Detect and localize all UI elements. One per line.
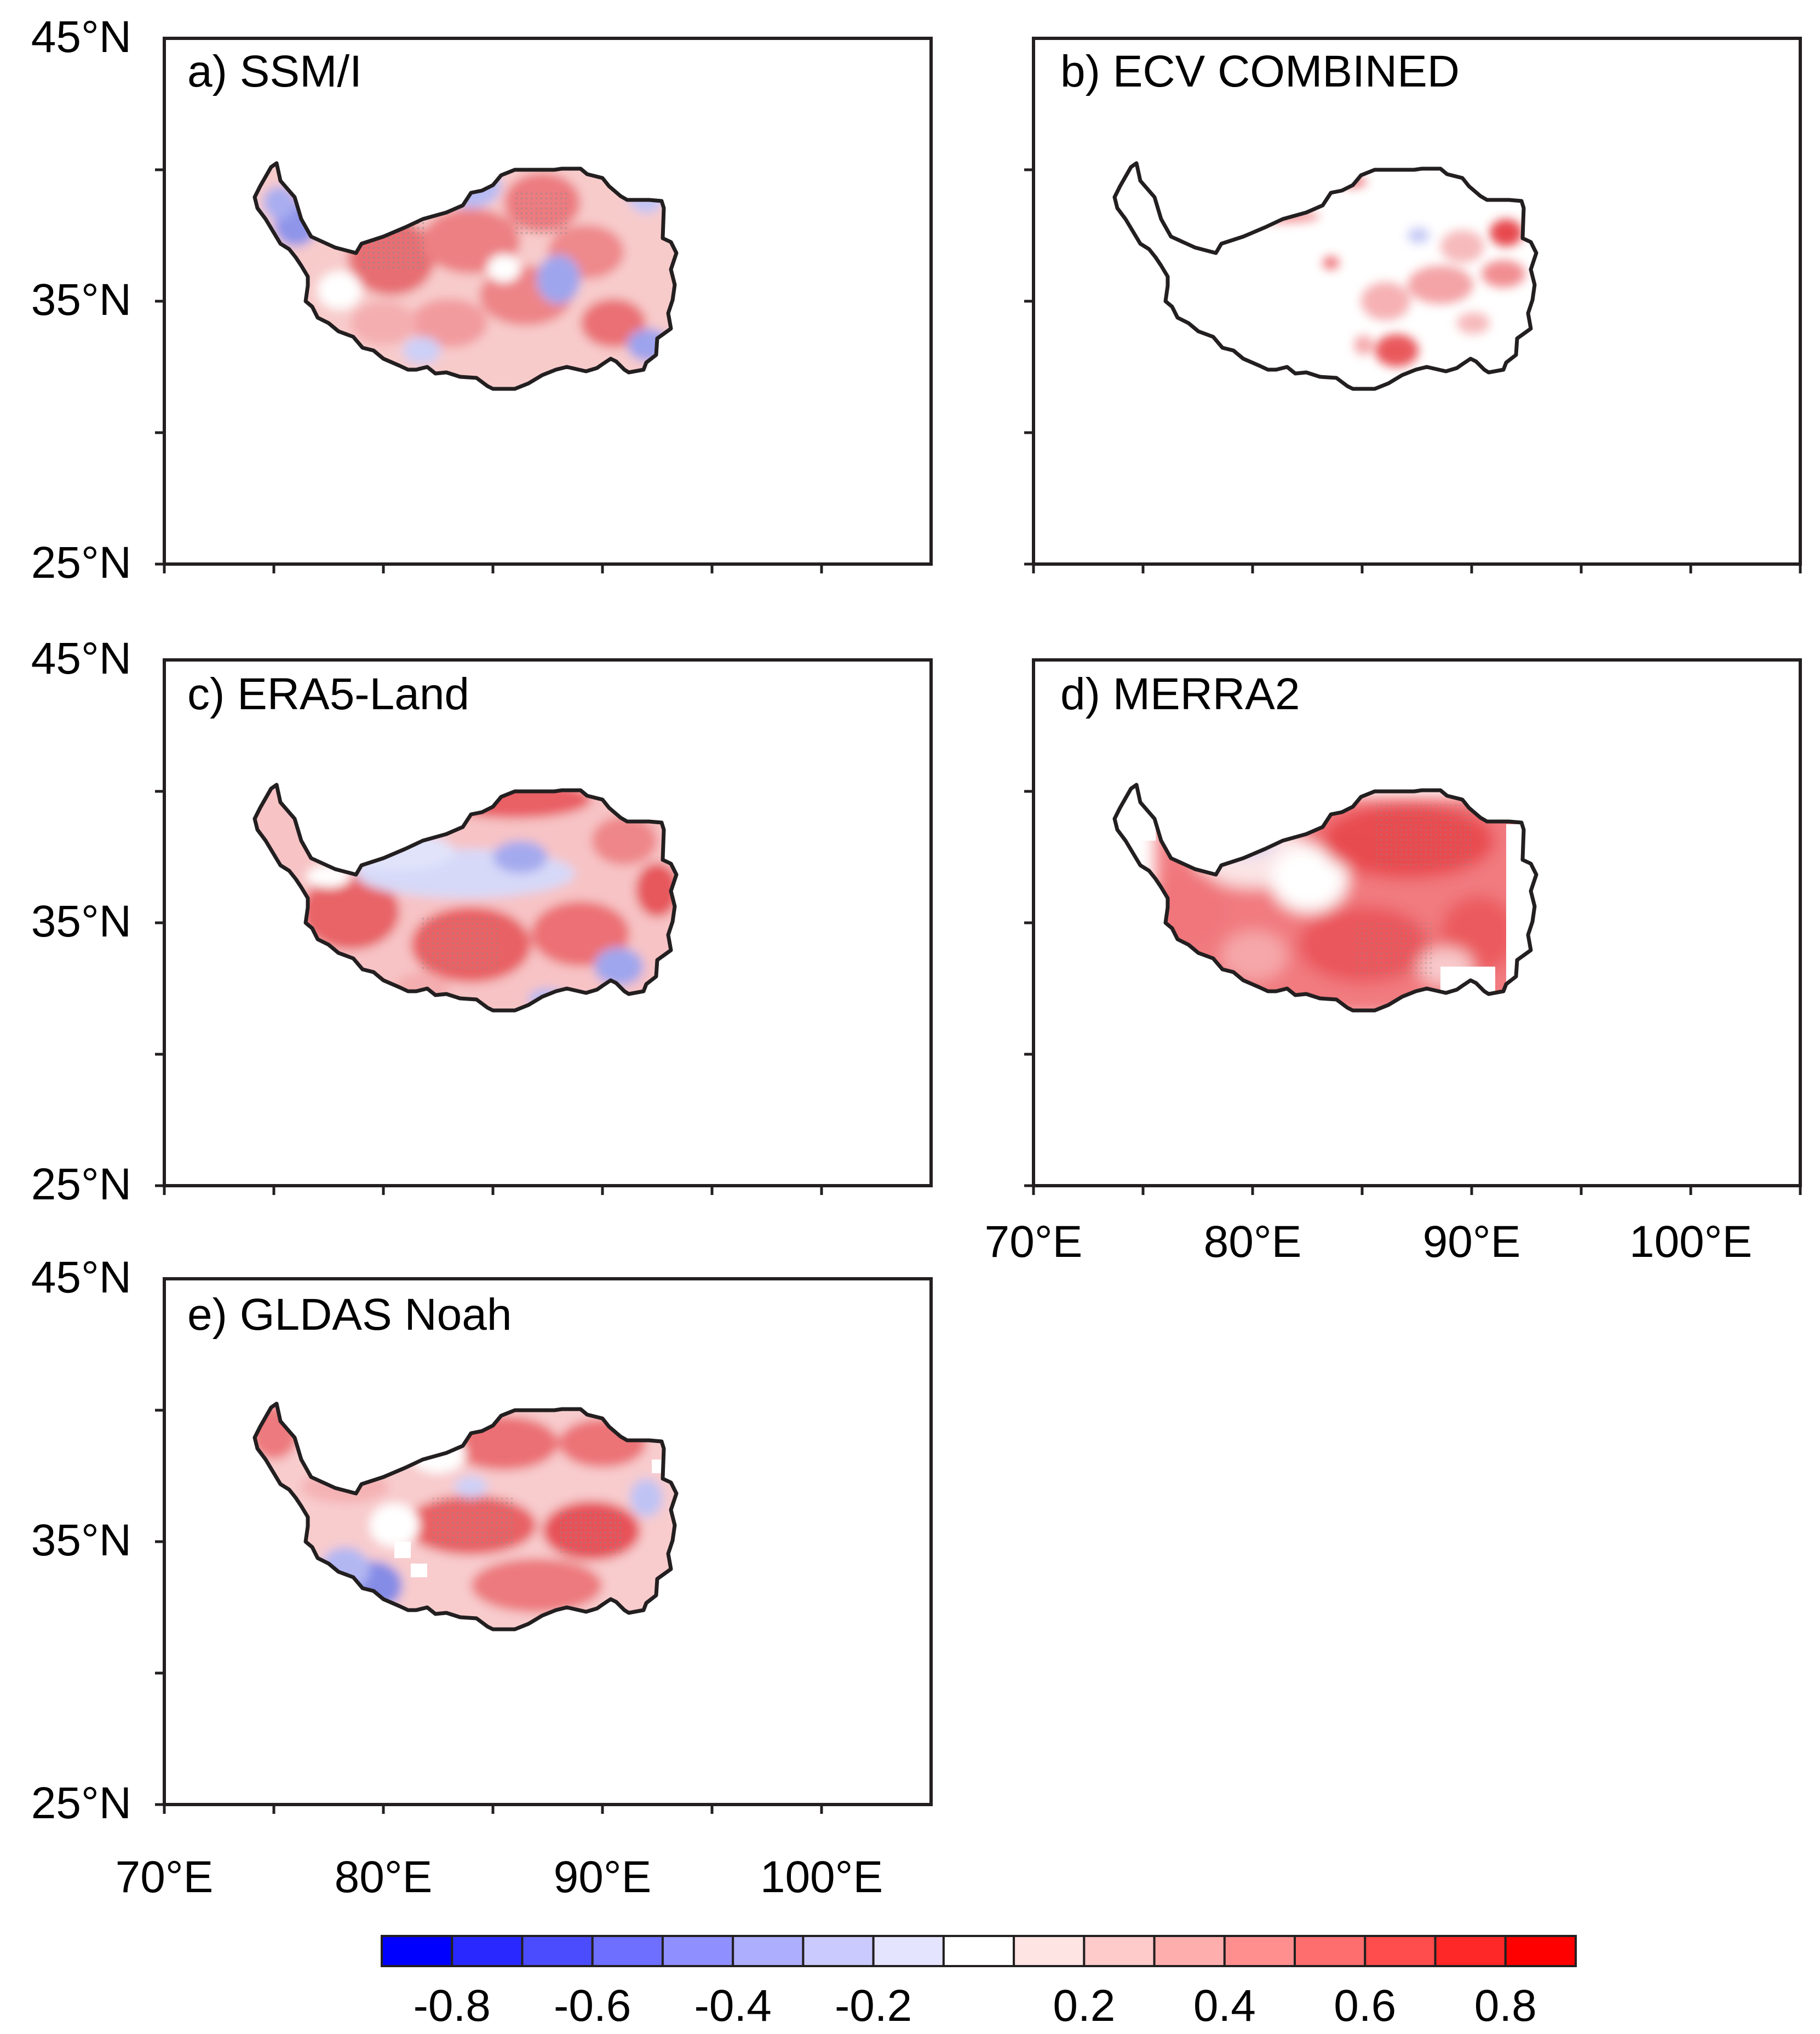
panel-d-frame bbox=[1024, 658, 1802, 1195]
colorbar-labels: -0.8 -0.6 -0.4 -0.2 0.2 0.4 0.6 0.8 bbox=[414, 1981, 1537, 2031]
colorbar bbox=[381, 1935, 1577, 1967]
colorbar-swatch bbox=[1434, 1935, 1507, 1967]
colorbar-swatch bbox=[732, 1935, 805, 1967]
lat-labels-row3: 45°N 35°N 25°N bbox=[31, 1252, 131, 1828]
lat-label-35n: 35°N bbox=[31, 275, 131, 325]
lat-labels-row2: 45°N 35°N 25°N bbox=[31, 634, 131, 1209]
panel-b-title: b) ECV COMBINED bbox=[1060, 47, 1460, 96]
lon-label-70e: 70°E bbox=[116, 1852, 214, 1902]
panel-c-frame bbox=[155, 658, 933, 1195]
colorbar-label: -0.2 bbox=[835, 1981, 912, 2031]
lon-label-70e: 70°E bbox=[985, 1217, 1083, 1267]
lon-label-100e: 100°E bbox=[1629, 1217, 1752, 1267]
colorbar-swatch bbox=[872, 1935, 945, 1967]
colorbar-swatch bbox=[661, 1935, 734, 1967]
lat-label-35n: 35°N bbox=[31, 897, 131, 946]
lon-label-90e: 90°E bbox=[554, 1852, 652, 1902]
colorbar-label: 0.6 bbox=[1334, 1981, 1396, 2031]
colorbar-swatch bbox=[1153, 1935, 1226, 1967]
colorbar-swatch bbox=[521, 1935, 594, 1967]
colorbar-swatch bbox=[381, 1935, 453, 1967]
colorbar-label: -0.4 bbox=[694, 1981, 772, 2031]
panel-d-merra2 bbox=[1101, 780, 1539, 1021]
lat-label-25n: 25°N bbox=[31, 1159, 131, 1209]
lat-label-25n: 25°N bbox=[31, 1778, 131, 1828]
lat-label-35n: 35°N bbox=[31, 1515, 131, 1565]
panel-d-title: d) MERRA2 bbox=[1060, 669, 1300, 719]
panel-e-gldas-noah bbox=[246, 1399, 685, 1635]
colorbar-swatch bbox=[1364, 1935, 1437, 1967]
colorbar-swatch bbox=[1504, 1935, 1577, 1967]
colorbar-label: -0.6 bbox=[554, 1981, 631, 2031]
lon-labels-panel-d: 70°E 80°E 90°E 100°E bbox=[985, 1217, 1753, 1267]
colorbar-swatch bbox=[1013, 1935, 1086, 1967]
lat-label-45n: 45°N bbox=[31, 634, 131, 683]
lon-label-80e: 80°E bbox=[335, 1852, 433, 1902]
colorbar-swatch bbox=[1223, 1935, 1296, 1967]
panel-e-frame bbox=[155, 1277, 933, 1814]
panel-c-title: c) ERA5-Land bbox=[187, 669, 469, 719]
lon-label-90e: 90°E bbox=[1423, 1217, 1521, 1267]
lon-label-80e: 80°E bbox=[1204, 1217, 1302, 1267]
panel-b-ecv bbox=[1115, 163, 1536, 389]
colorbar-swatch bbox=[1294, 1935, 1367, 1967]
lon-label-100e: 100°E bbox=[760, 1852, 883, 1902]
lat-label-45n: 45°N bbox=[31, 12, 131, 62]
panel-a-title: a) SSM/I bbox=[187, 47, 362, 96]
lon-labels-panel-e: 70°E 80°E 90°E 100°E bbox=[116, 1852, 883, 1902]
colorbar-label: -0.8 bbox=[414, 1981, 491, 2031]
colorbar-swatch bbox=[1083, 1935, 1156, 1967]
colorbar-swatch bbox=[942, 1935, 1015, 1967]
colorbar-swatch bbox=[802, 1935, 875, 1967]
colorbar-label: 0.8 bbox=[1474, 1981, 1537, 2031]
panel-e-title: e) GLDAS Noah bbox=[187, 1290, 512, 1340]
lat-labels-row1: 45°N 35°N 25°N bbox=[31, 12, 131, 588]
colorbar-swatch bbox=[591, 1935, 664, 1967]
colorbar-swatch bbox=[451, 1935, 524, 1967]
lat-label-25n: 25°N bbox=[31, 538, 131, 588]
panel-a-ssmi bbox=[246, 151, 685, 394]
panel-b-frame bbox=[1024, 37, 1802, 573]
colorbar-label: 0.4 bbox=[1193, 1981, 1256, 2031]
colorbar-label: 0.2 bbox=[1053, 1981, 1115, 2031]
panel-c-era5-land bbox=[246, 780, 685, 1016]
lat-label-45n: 45°N bbox=[31, 1252, 131, 1302]
panel-a-frame bbox=[155, 37, 933, 573]
